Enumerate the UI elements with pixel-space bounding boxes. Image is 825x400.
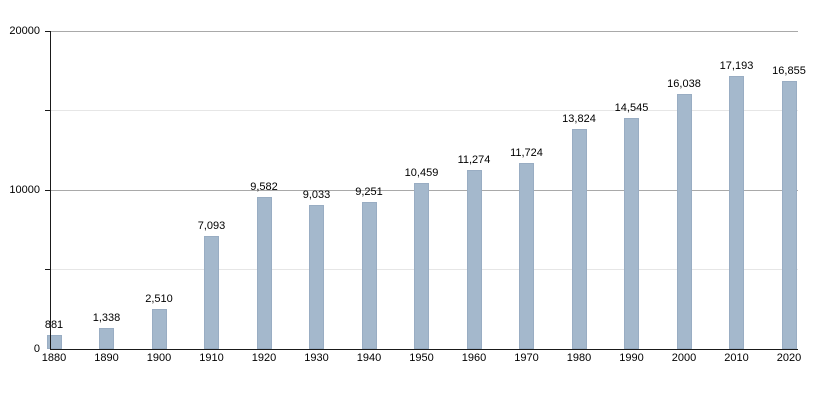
x-tick-label: 1900 — [146, 352, 172, 364]
gridline-20000 — [50, 30, 798, 32]
bar-2000 — [676, 94, 692, 349]
x-tick-label: 1930 — [304, 352, 329, 364]
x-tick-label: 1910 — [199, 352, 224, 364]
bar-value-label: 11,274 — [457, 154, 491, 166]
bar-1880 — [46, 335, 62, 349]
bar-2020 — [781, 81, 797, 349]
bar-1960 — [466, 170, 482, 349]
x-tick-label: 2010 — [724, 352, 749, 364]
x-tick-label: 1970 — [514, 352, 539, 364]
x-tick-label: 1890 — [94, 352, 119, 364]
y-tick-label: 10000 — [9, 184, 40, 196]
x-tick-label: 1960 — [461, 352, 487, 364]
bar-value-label: 10,459 — [404, 167, 439, 179]
bar-value-label: 1,338 — [92, 312, 121, 324]
bar-value-label: 9,582 — [250, 181, 278, 193]
bar-value-label: 881 — [44, 319, 64, 331]
bar-1940 — [361, 202, 377, 349]
bar-2010 — [729, 76, 744, 349]
bar-1950 — [414, 183, 429, 349]
y-tick-label: 20000 — [9, 25, 40, 37]
bar-1990 — [624, 118, 639, 349]
bar-value-label: 2,510 — [145, 293, 173, 305]
x-tick-label: 2000 — [671, 352, 697, 364]
x-tick-label: 1990 — [619, 352, 644, 364]
bar-1900 — [151, 309, 167, 349]
bar-value-label: 7,093 — [197, 220, 226, 232]
bar-value-label: 13,824 — [562, 113, 596, 125]
x-axis-line — [50, 349, 798, 350]
bar-value-label: 16,038 — [667, 78, 701, 90]
bar-value-label: 17,193 — [719, 60, 754, 72]
bar-1930 — [309, 205, 324, 349]
x-tick-label: 1950 — [409, 352, 434, 364]
x-tick-label: 1980 — [566, 352, 592, 364]
x-tick-label: 1920 — [251, 352, 277, 364]
bar-1890 — [99, 328, 114, 349]
bar-value-label: 9,251 — [355, 186, 383, 198]
bar-value-label: 16,855 — [772, 65, 806, 77]
y-axis-tick-10000 — [45, 189, 50, 191]
y-tick-label: 0 — [33, 343, 40, 355]
bar-1920 — [256, 197, 272, 349]
plot-area: 881 1880 1,338 1890 2,510 1900 7,093 1910 9,582 1… — [42, 30, 806, 364]
bar-value-label: 9,033 — [302, 189, 331, 201]
gridline-15000 — [50, 110, 798, 111]
bar-1910 — [204, 236, 219, 349]
bar-1970 — [519, 163, 534, 349]
y-axis-line — [50, 31, 51, 349]
y-axis-tick-20000 — [45, 30, 50, 32]
bar-1980 — [571, 129, 587, 349]
x-tick-label: 2020 — [776, 352, 802, 364]
bar-value-label: 11,724 — [510, 147, 543, 159]
y-axis-tick-5000 — [45, 269, 50, 270]
x-tick-label: 1940 — [356, 352, 382, 364]
x-tick-label: 1880 — [41, 352, 67, 364]
bar-value-label: 14,545 — [614, 102, 649, 114]
y-axis-tick-15000 — [45, 110, 50, 111]
